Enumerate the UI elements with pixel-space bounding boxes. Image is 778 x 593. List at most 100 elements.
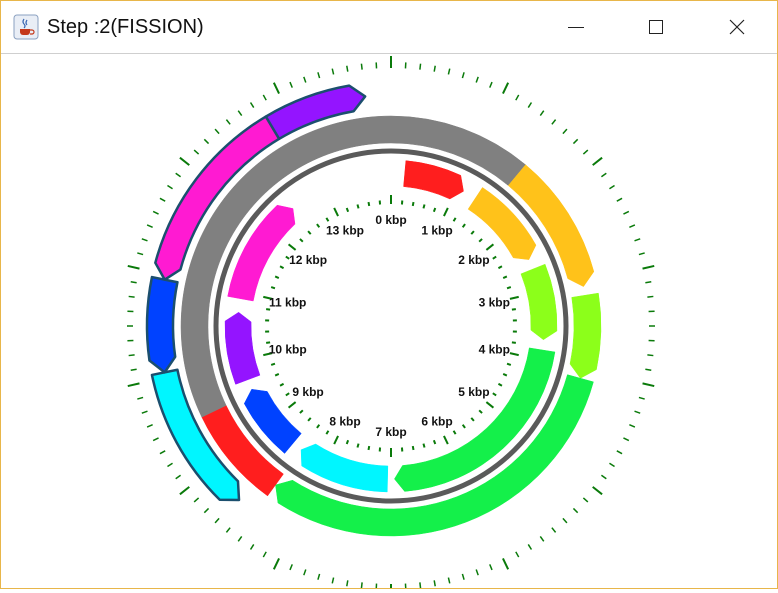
outer-tick: [563, 518, 567, 522]
kbp-tick-label: 0 kbp: [375, 213, 406, 227]
outer-tick: [129, 296, 135, 297]
title-bar[interactable]: Step :2(FISSION): [1, 1, 777, 54]
inner-tick: [280, 384, 284, 386]
kbp-tick-label: 4 kbp: [479, 343, 510, 357]
outer-tick: [215, 129, 219, 133]
outer-tick: [476, 77, 478, 83]
kbp-tick-label: 3 kbp: [479, 295, 510, 309]
outer-tick: [635, 411, 641, 413]
outer-tick: [290, 564, 292, 570]
minimize-button[interactable]: [553, 1, 599, 53]
outer-tick: [647, 296, 653, 297]
outer-tick: [160, 198, 165, 201]
inner-tick: [510, 353, 519, 355]
extra-feature: [147, 277, 177, 372]
outer-tick: [573, 508, 577, 512]
kbp-tick-label: 10 kbp: [269, 343, 307, 357]
outer-tick: [516, 95, 519, 100]
outer-tick: [609, 463, 614, 466]
outer-tick: [617, 451, 622, 454]
inner-tick: [493, 257, 496, 259]
inner-tick: [300, 410, 303, 413]
outer-tick: [263, 552, 266, 557]
outer-tick: [629, 425, 635, 427]
inner-tick: [512, 342, 516, 343]
outer-tick: [462, 72, 464, 78]
outer-tick: [609, 186, 614, 189]
outer-tick: [194, 498, 198, 502]
outer-tick: [160, 451, 165, 454]
outer-tick: [194, 150, 198, 154]
outer-tick: [448, 578, 449, 584]
outer-tick: [583, 150, 587, 154]
outer-tick: [290, 82, 292, 88]
outer-tick: [204, 139, 208, 143]
kbp-tick-label: 13 kbp: [326, 224, 364, 238]
inner-feature: [521, 264, 557, 340]
inner-tick: [423, 444, 424, 448]
inner-tick: [369, 446, 370, 450]
outer-tick: [552, 120, 556, 125]
outer-tick: [153, 211, 158, 214]
kbp-tick-label: 7 kbp: [375, 425, 406, 439]
kbp-tick-label: 11 kbp: [269, 295, 306, 309]
kbp-tick-label: 6 kbp: [421, 415, 452, 429]
inner-tick: [347, 208, 348, 212]
inner-tick: [289, 244, 296, 250]
inner-tick: [275, 276, 279, 278]
outer-tick: [318, 574, 320, 580]
outer-tick: [639, 253, 645, 255]
inner-tick: [280, 266, 284, 268]
inner-tick: [413, 202, 414, 206]
inner-tick: [369, 202, 370, 206]
kbp-tick-label: 12 kbp: [289, 253, 327, 267]
inner-tick: [357, 444, 358, 448]
inner-tick: [434, 440, 435, 444]
outer-tick: [238, 536, 241, 541]
outer-tick: [347, 66, 348, 72]
outer-tick: [147, 425, 153, 427]
inner-tick: [507, 364, 511, 365]
inner-tick: [444, 208, 448, 216]
close-button[interactable]: [714, 1, 760, 53]
inner-tick: [498, 384, 502, 386]
outer-tick: [583, 498, 587, 502]
kbp-tick-label: 8 kbp: [329, 415, 360, 429]
outer-tick: [643, 266, 655, 269]
outer-tick: [215, 518, 219, 522]
outer-tick: [623, 438, 628, 441]
inner-tick: [347, 440, 348, 444]
inner-tick: [503, 276, 507, 278]
inner-tick: [308, 418, 311, 421]
inner-tick: [334, 208, 338, 216]
inner-tick: [317, 224, 319, 227]
outer-tick: [593, 158, 602, 165]
outer-tick: [204, 508, 208, 512]
outer-tick: [137, 253, 143, 255]
java-cup-icon: [13, 14, 39, 40]
outer-tick: [462, 574, 464, 580]
inner-tick: [434, 208, 435, 212]
minimize-icon: [568, 27, 584, 28]
outer-tick: [503, 558, 508, 569]
outer-tick: [434, 66, 435, 72]
outer-tick: [167, 463, 172, 466]
inner-feature: [404, 161, 464, 199]
outer-tick: [639, 397, 645, 399]
outer-tick: [476, 570, 478, 576]
kbp-tick-label: 9 kbp: [292, 385, 323, 399]
inner-tick: [471, 231, 474, 234]
outer-tick: [645, 369, 651, 370]
maximize-button[interactable]: [633, 1, 679, 53]
outer-tick: [274, 83, 279, 94]
outer-tick: [503, 83, 508, 94]
inner-tick: [271, 364, 275, 365]
outer-tick: [128, 383, 140, 386]
outer-tick: [176, 475, 181, 478]
inner-tick: [463, 425, 465, 428]
outer-tick: [540, 111, 543, 116]
kbp-tick-label: 5 kbp: [458, 385, 489, 399]
